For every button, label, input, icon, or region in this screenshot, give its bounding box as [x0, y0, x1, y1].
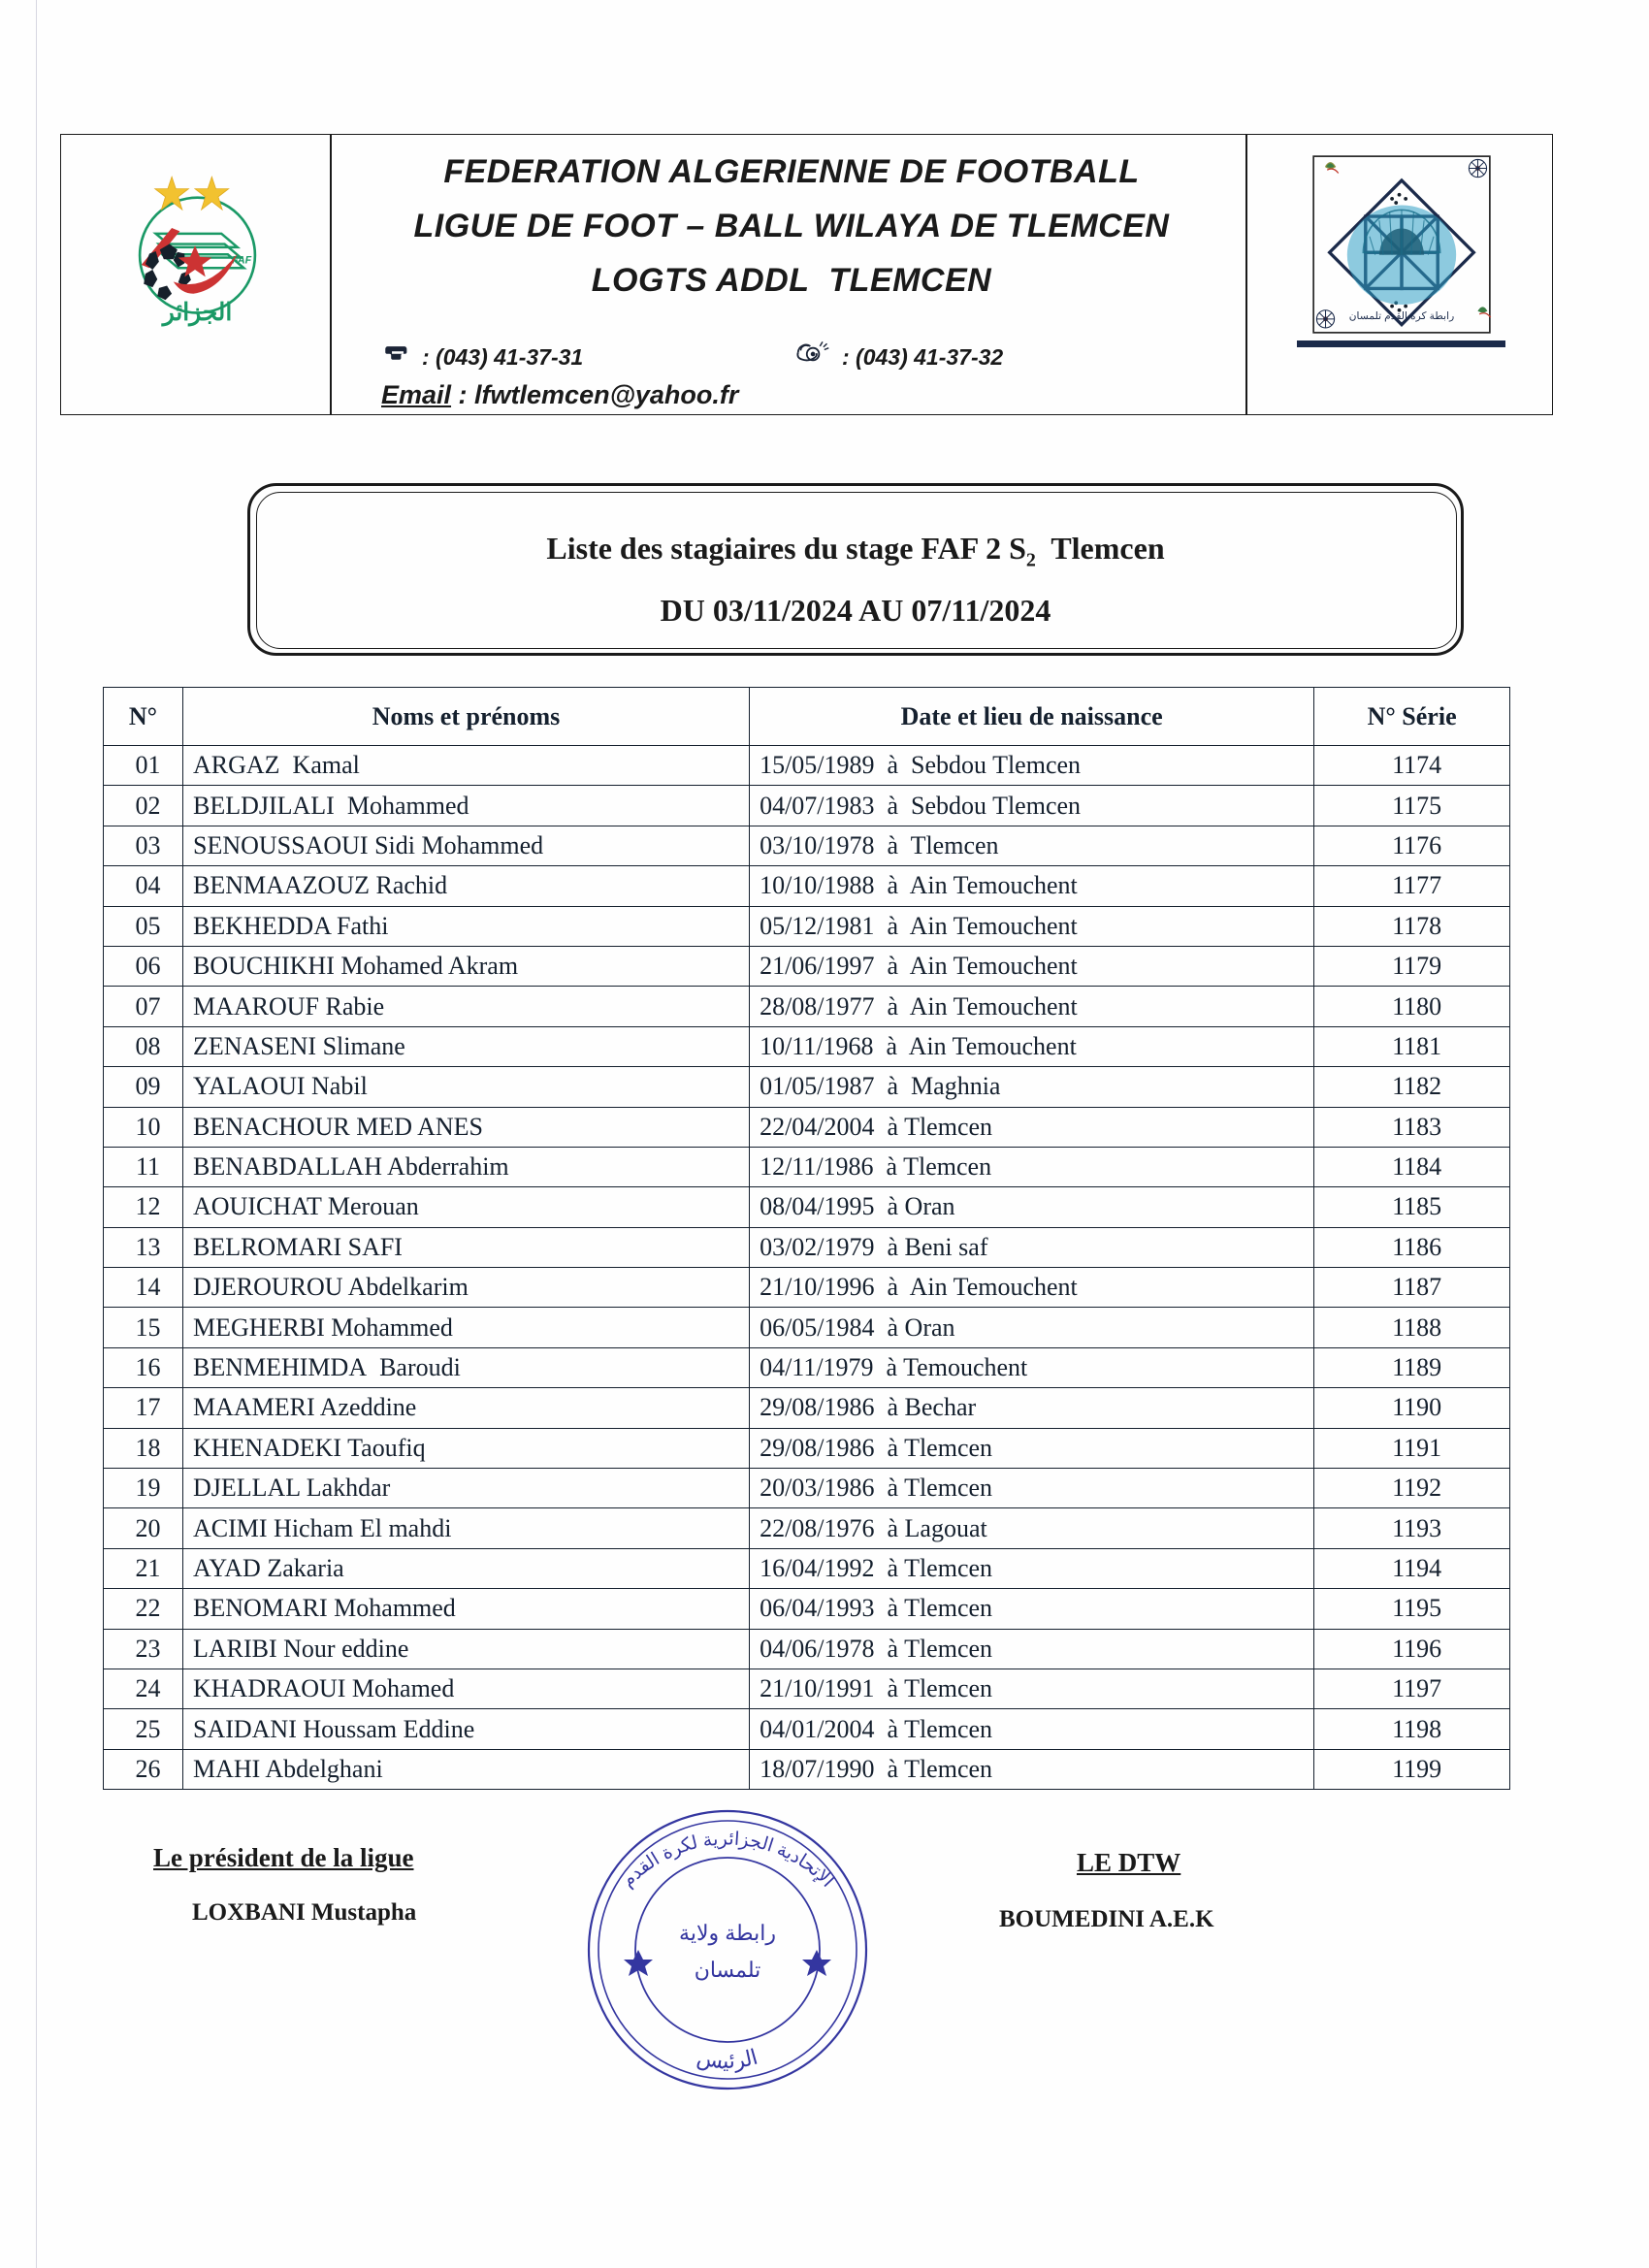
- svg-text:رابطة كرة القدم تلمسان: رابطة كرة القدم تلمسان: [1349, 310, 1455, 322]
- svg-text:رابطة ولاية: رابطة ولاية: [679, 1921, 776, 1946]
- svg-text:الإتحادية الجزائرية لكرة القدم: الإتحادية الجزائرية لكرة القدم: [618, 1829, 838, 1891]
- svg-text:الرئيس: الرئيس: [695, 2045, 760, 2075]
- svg-text:تلمسان: تلمسان: [695, 1958, 761, 1982]
- svg-text:الجزائر: الجزائر: [161, 300, 232, 327]
- svg-text:FAF: FAF: [232, 254, 252, 266]
